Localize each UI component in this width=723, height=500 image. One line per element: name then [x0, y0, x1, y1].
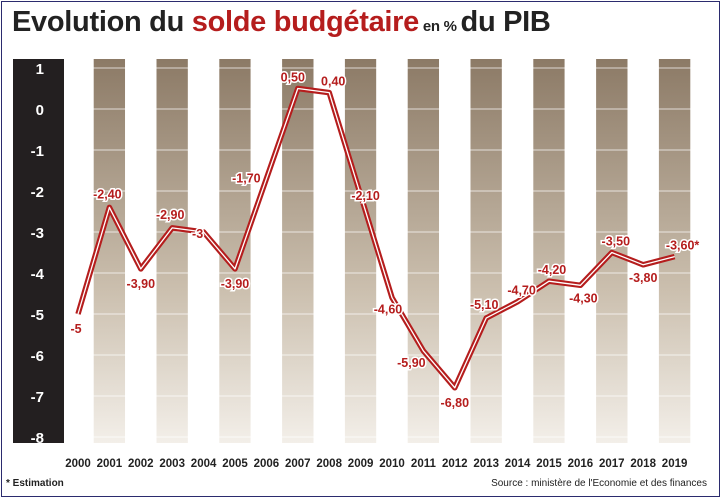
background-stripes — [64, 59, 691, 443]
series-line — [75, 85, 676, 391]
x-tick-label: 2000 — [65, 458, 91, 470]
stripe-2008 — [313, 59, 345, 443]
data-label: -2,10 — [351, 189, 380, 203]
x-tick-label: 2005 — [222, 458, 248, 470]
x-tick-label: 2009 — [348, 458, 374, 470]
data-label: -5 — [70, 322, 81, 336]
y-tick-label: -5 — [31, 307, 44, 324]
y-tick-label: -6 — [31, 348, 44, 365]
x-tick-label: 2017 — [599, 458, 625, 470]
y-tick-label: -8 — [31, 430, 44, 447]
x-tick-label: 2001 — [97, 458, 123, 470]
data-label: -1,70 — [232, 172, 261, 186]
stripe-2000 — [64, 59, 94, 443]
x-tick-label: 2003 — [159, 458, 185, 470]
y-axis-band — [13, 59, 64, 443]
data-labels: -5 -2,40 -3,90 -2,90 -3 -3,90 -1,70 0,50 0,40 -2,… — [69, 69, 701, 411]
data-label: -5,10 — [470, 298, 499, 312]
x-axis-ticks: 2000 2001 2002 2003 2004 2005 2006 2007 2008 2009… — [65, 458, 687, 470]
x-tick-label: 2002 — [128, 458, 154, 470]
stripe-2016 — [564, 59, 597, 443]
stripe-2006 — [250, 59, 283, 443]
y-tick-label: -3 — [31, 225, 44, 242]
data-label: -3,80 — [629, 271, 658, 285]
title-unit: en % — [419, 18, 461, 35]
data-label: -3,90 — [221, 277, 250, 291]
source-note: Source : ministère de l'Economie et des … — [491, 478, 707, 489]
data-label: -6,80 — [441, 396, 470, 410]
stripe-2011 — [407, 59, 440, 443]
data-label: 0,40 — [321, 75, 345, 89]
data-label: -3,60* — [666, 239, 699, 253]
stripe-2014 — [501, 59, 534, 443]
x-tick-label: 2010 — [379, 458, 405, 470]
data-label: -3,90 — [127, 277, 156, 291]
y-tick-label: -4 — [31, 266, 45, 283]
x-tick-label: 2007 — [285, 458, 311, 470]
title-accent: solde budgétaire — [191, 6, 420, 38]
x-tick-label: 2013 — [473, 458, 499, 470]
x-tick-label: 2008 — [316, 458, 342, 470]
x-tick-label: 2014 — [505, 458, 531, 470]
x-tick-label: 2018 — [630, 458, 656, 470]
data-label: -4,60 — [374, 303, 403, 317]
data-label: -3,50 — [602, 235, 631, 249]
data-label: 0,50 — [281, 71, 305, 85]
y-tick-label: -1 — [31, 143, 44, 160]
x-tick-label: 2004 — [191, 458, 217, 470]
series-line-inner — [77, 87, 675, 389]
data-label: -2,40 — [93, 187, 122, 201]
x-tick-label: 2012 — [442, 458, 468, 470]
footnote: * Estimation — [6, 478, 64, 489]
y-tick-label: 1 — [36, 61, 44, 78]
stripe-2005 — [219, 59, 251, 443]
y-tick-label: -7 — [31, 389, 44, 406]
y-axis-ticks: 1 0 -1 -2 -3 -4 -5 -6 -7 -8 — [31, 61, 45, 447]
stripe-2010 — [376, 59, 408, 443]
stripe-2003 — [156, 59, 188, 443]
data-label: -4,30 — [569, 291, 598, 305]
data-label: -3 — [192, 227, 203, 241]
y-tick-label: -2 — [31, 184, 44, 201]
x-tick-label: 2011 — [411, 458, 437, 470]
stripe-2015 — [533, 59, 565, 443]
y-tick-label: 0 — [36, 102, 44, 119]
stripe-2018 — [627, 59, 659, 443]
x-tick-label: 2016 — [568, 458, 594, 470]
data-label: -2,90 — [156, 208, 185, 222]
x-tick-label: 2019 — [662, 458, 688, 470]
x-tick-label: 2006 — [254, 458, 280, 470]
data-label: -5,90 — [397, 356, 426, 370]
chart-title: Evolution du solde budgétaire en % du PI… — [12, 6, 551, 38]
stripe-2013 — [470, 59, 502, 443]
data-label: -4,20 — [538, 263, 567, 277]
stripe-2004 — [187, 59, 220, 443]
stripe-2009 — [344, 59, 377, 443]
data-label: -4,70 — [507, 284, 536, 298]
stripe-2019 — [658, 59, 691, 443]
x-tick-label: 2015 — [536, 458, 562, 470]
